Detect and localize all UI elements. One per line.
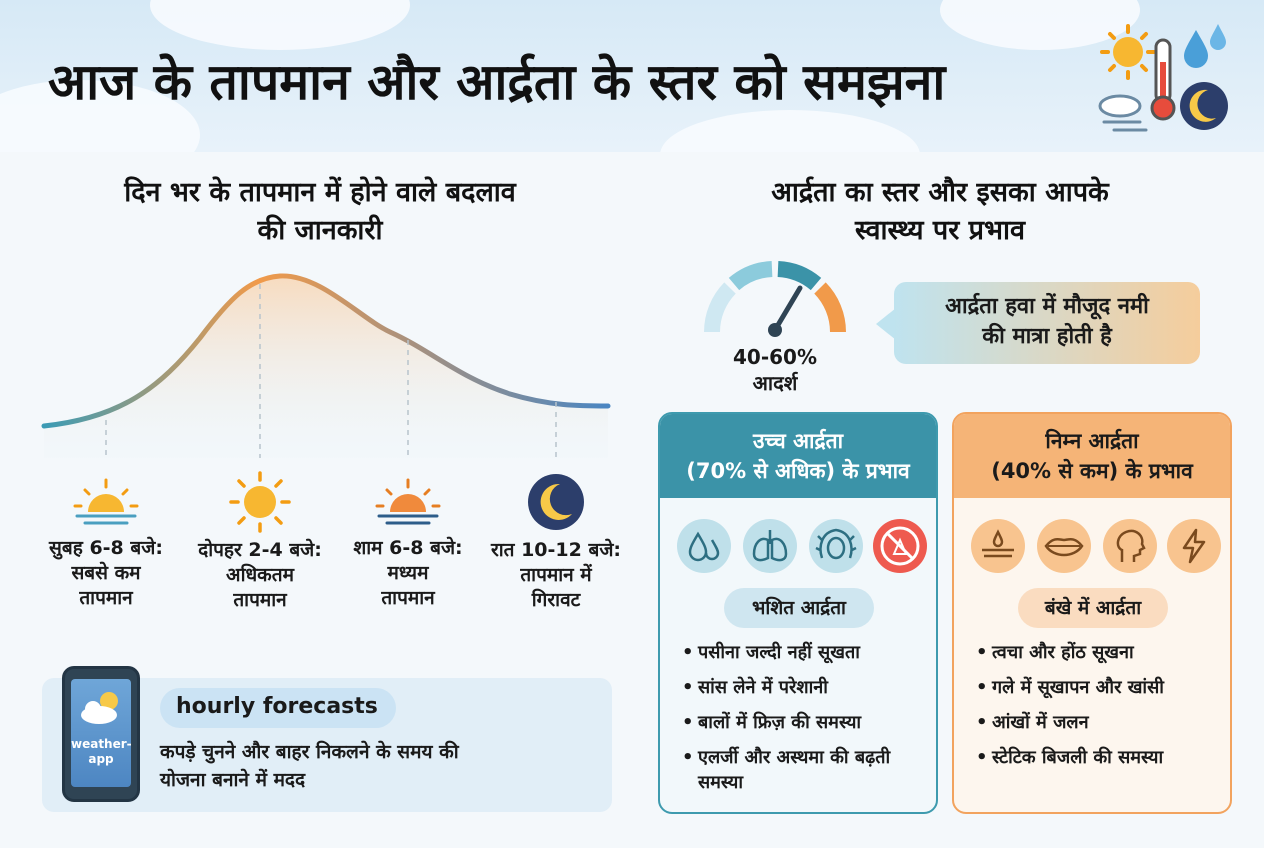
low-humidity-panel: निम्न आर्द्रता (40% से कम) के प्रभाव बंख… [952, 412, 1232, 814]
low-humidity-list: त्वचा और होंठ सूखना गले में सूखापन और खा… [976, 640, 1226, 780]
gauge-value: 40-60% [732, 345, 817, 369]
list-item: बालों में फ्रिज़ की समस्या [682, 710, 932, 735]
time-label: शाम 6-8 बजे: [353, 537, 463, 559]
time-label: रात 10-12 बजे: [490, 539, 622, 561]
time-evening: शाम 6-8 बजे: मध्यम तापमान [333, 478, 483, 611]
sunrise-icon [73, 478, 139, 525]
high-humidity-subtitle: भशित आर्द्रता [724, 588, 874, 628]
lungs-icon [743, 519, 797, 573]
high-humidity-icons [660, 518, 936, 578]
cloud-sun-icon [81, 692, 118, 724]
list-item: सांस लेने में परेशानी [682, 675, 932, 700]
list-item: पसीना जल्दी नहीं सूखता [682, 640, 932, 665]
panel-head-line: (40% से कम) के प्रभाव [991, 459, 1193, 483]
sunset-icon [375, 478, 441, 525]
panel-head-line: उच्च आर्द्रता [752, 429, 844, 453]
page-title: आज के तापमान और आर्द्रता के स्तर को समझन… [48, 53, 946, 111]
header-banner: आज के तापमान और आर्द्रता के स्तर को समझन… [0, 0, 1264, 152]
time-afternoon: दोपहर 2-4 बजे: अधिकतम तापमान [185, 470, 335, 613]
static-electricity-icon [1167, 519, 1221, 573]
water-drops-icon [677, 519, 731, 573]
throat-icon [1103, 519, 1157, 573]
humidity-gauge: 40-60% आदर्श [700, 258, 850, 398]
app-description-line: योजना बनाने में मदद [160, 769, 306, 791]
time-label: तापमान में [520, 564, 592, 586]
time-label: अधिकतम [226, 564, 294, 586]
list-item: स्टेटिक बिजली की समस्या [976, 745, 1226, 770]
weather-cluster-icon [1098, 24, 1228, 132]
lips-icon [1037, 519, 1091, 573]
time-label: सुबह 6-8 बजे: [49, 537, 163, 559]
low-humidity-subtitle: बंखे में आर्द्रता [1018, 588, 1168, 628]
time-label: मध्यम [387, 562, 429, 584]
definition-pointer [876, 308, 896, 340]
panel-head-line: (70% से अधिक) के प्रभाव [686, 459, 910, 483]
time-label: तापमान [233, 589, 287, 611]
moon-icon [528, 474, 584, 530]
cloud-decoration [660, 110, 920, 152]
time-label: तापमान [381, 587, 435, 609]
no-allergy-icon [873, 519, 927, 573]
list-item: एलर्जी और अस्थमा की बढ़ती समस्या [682, 745, 902, 795]
humidity-title-line2: स्वास्थ्य पर प्रभाव [854, 215, 1026, 246]
sun-icon [1100, 24, 1156, 80]
moon-icon [1180, 82, 1228, 130]
humidity-title-line1: आर्द्रता का स्तर और इसका आपके [771, 177, 1109, 208]
phone-label: weather- [71, 737, 132, 751]
time-label: गिरावट [531, 589, 581, 611]
temperature-curve [41, 273, 611, 458]
thermometer-icon [1150, 38, 1176, 121]
time-morning: सुबह 6-8 बजे: सबसे कम तापमान [31, 478, 181, 611]
humidity-definition: आर्द्रता हवा में मौजूद नमी की मात्रा होत… [894, 282, 1200, 364]
app-description-line: कपड़े चुनने और बाहर निकलने के समय की [160, 741, 459, 763]
list-item: त्वचा और होंठ सूखना [976, 640, 1226, 665]
list-item: गले में सूखापन और खांसी [976, 675, 1226, 700]
definition-line: की मात्रा होती है [982, 324, 1112, 349]
gauge-label: आदर्श [752, 371, 798, 395]
dry-skin-icon [971, 519, 1025, 573]
phone-screen: weather- app [71, 679, 132, 787]
temperature-section-title: दिन भर के तापमान में होने वाले बदलाव की … [40, 174, 600, 250]
time-label: तापमान [79, 587, 133, 609]
definition-line: आर्द्रता हवा में मौजूद नमी [945, 294, 1149, 319]
list-item: आंखों में जलन [976, 710, 1226, 735]
time-label: दोपहर 2-4 बजे: [198, 539, 322, 561]
time-night: रात 10-12 बजे: तापमान में गिरावट [481, 472, 631, 613]
raindrops-icon [1184, 24, 1226, 68]
app-description: कपड़े चुनने और बाहर निकलने के समय की योज… [160, 738, 600, 794]
hourly-forecasts-pill: hourly forecasts [160, 688, 396, 728]
cloud-wind-icon [1098, 94, 1148, 132]
temperature-title-line2: की जानकारी [257, 215, 383, 246]
high-humidity-list: पसीना जल्दी नहीं सूखता सांस लेने में परे… [682, 640, 932, 805]
temperature-title-line1: दिन भर के तापमान में होने वाले बदलाव [124, 177, 516, 208]
phone-label: app [88, 752, 114, 766]
sun-icon [229, 471, 291, 533]
gauge-icon [704, 261, 846, 337]
phone-icon: weather- app [62, 666, 140, 802]
cloud-decoration [150, 0, 410, 50]
frizzy-hair-icon [809, 519, 863, 573]
low-humidity-icons [954, 518, 1230, 578]
low-humidity-header: निम्न आर्द्रता (40% से कम) के प्रभाव [954, 414, 1230, 498]
weather-app-box: weather- app hourly forecasts कपड़े चुनन… [42, 666, 612, 812]
high-humidity-panel: उच्च आर्द्रता (70% से अधिक) के प्रभाव [658, 412, 938, 814]
high-humidity-header: उच्च आर्द्रता (70% से अधिक) के प्रभाव [660, 414, 936, 498]
time-label: सबसे कम [71, 562, 141, 584]
humidity-section-title: आर्द्रता का स्तर और इसका आपके स्वास्थ्य … [660, 174, 1220, 250]
panel-head-line: निम्न आर्द्रता [1045, 429, 1139, 453]
